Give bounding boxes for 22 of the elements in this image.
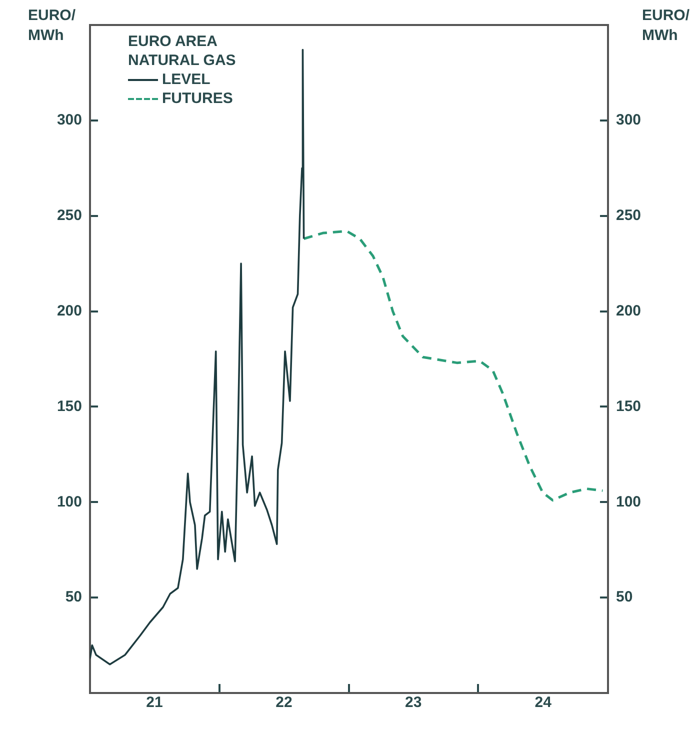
y-tick-label: 300 [56,112,82,129]
y-tick-label: 100 [56,493,82,510]
x-tick-label: 24 [534,694,552,712]
y-tick-label: 50 [65,588,82,606]
y-tick-label: 150 [56,398,82,415]
line-series [302,230,604,502]
y-tick-label: 200 [56,302,82,320]
y2-tick-label: 150 [616,398,642,415]
legend-title: EURO AREA NATURAL GAS [128,32,237,70]
y2-tick-label: 300 [616,112,642,129]
y2-tick-label: 250 [616,207,642,224]
y2-tick-label: 200 [616,302,642,320]
legend-label: LEVEL [162,70,210,89]
x-tick-label: 21 [146,694,163,712]
legend-label: FUTURES [162,89,233,108]
y2-axis-title: EURO/ MWh [642,6,691,46]
x-tick-label: 23 [405,694,422,712]
y2-tick-label: 100 [616,493,642,510]
x-tick-label: 22 [276,694,292,712]
y-tick-label: 250 [56,207,82,224]
y2-tick-label: 50 [616,588,633,606]
y-axis-title: EURO/ MWh [28,6,77,46]
